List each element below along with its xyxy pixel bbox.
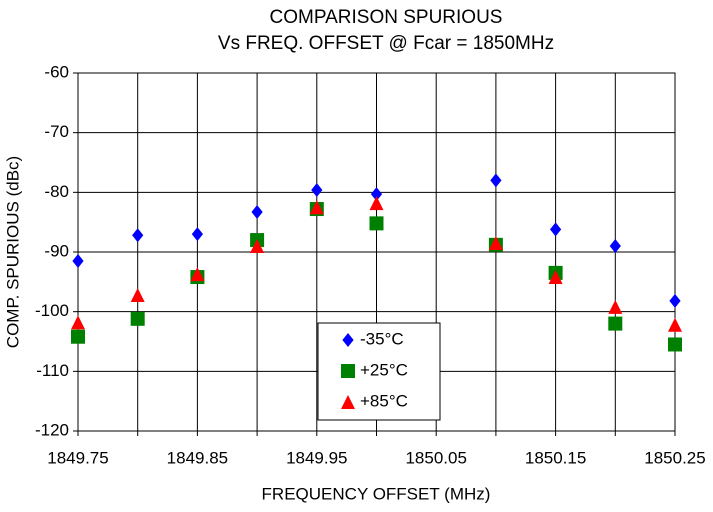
point <box>370 187 383 202</box>
chart-subtitle: Vs FREQ. OFFSET @ Fcar = 1850MHz <box>218 33 554 54</box>
y-tick-label: -60 <box>44 62 69 81</box>
point <box>132 228 144 243</box>
legend-marker <box>342 333 354 347</box>
x-tick-label: 1850.25 <box>644 448 705 467</box>
legend-label: -35°C <box>360 329 404 348</box>
y-tick-label: -110 <box>36 361 69 380</box>
legend-label: +25°C <box>360 360 408 379</box>
point <box>251 205 263 220</box>
point <box>311 182 323 197</box>
point <box>609 239 621 254</box>
point <box>309 200 324 215</box>
point <box>369 196 384 211</box>
y-tick-label: -90 <box>44 241 69 260</box>
point <box>669 293 681 308</box>
point <box>488 236 503 251</box>
legend-marker <box>341 395 355 409</box>
point <box>668 337 682 352</box>
x-tick-label: 1849.85 <box>167 448 228 467</box>
point <box>608 299 623 314</box>
point <box>490 173 502 188</box>
x-tick-label: 1849.75 <box>47 448 108 467</box>
point <box>548 270 563 285</box>
point <box>190 267 205 282</box>
point <box>369 216 384 231</box>
chart-title: COMPARISON SPURIOUS <box>270 7 503 28</box>
y-tick-label: -70 <box>44 122 69 141</box>
y-axis-label: COMP. SPURIOUS (dBc) <box>3 156 22 348</box>
point <box>130 311 145 326</box>
legend-label: +85°C <box>360 391 408 410</box>
point <box>71 329 85 344</box>
point <box>191 227 203 242</box>
y-tick-label: -120 <box>35 420 69 439</box>
point <box>668 317 682 332</box>
point <box>130 287 145 302</box>
point <box>550 222 562 237</box>
x-axis-label: FREQUENCY OFFSET (MHz) <box>262 484 491 503</box>
x-tick-label: 1850.05 <box>405 448 466 467</box>
legend-marker <box>341 364 355 378</box>
x-tick-label: 1850.15 <box>525 448 586 467</box>
point <box>250 239 265 254</box>
y-tick-label: -80 <box>44 182 69 201</box>
y-tick-label: -100 <box>35 301 69 320</box>
legend <box>317 322 441 421</box>
point <box>72 253 84 268</box>
x-tick-label: 1849.95 <box>286 448 347 467</box>
point <box>608 316 623 331</box>
point <box>71 315 85 330</box>
